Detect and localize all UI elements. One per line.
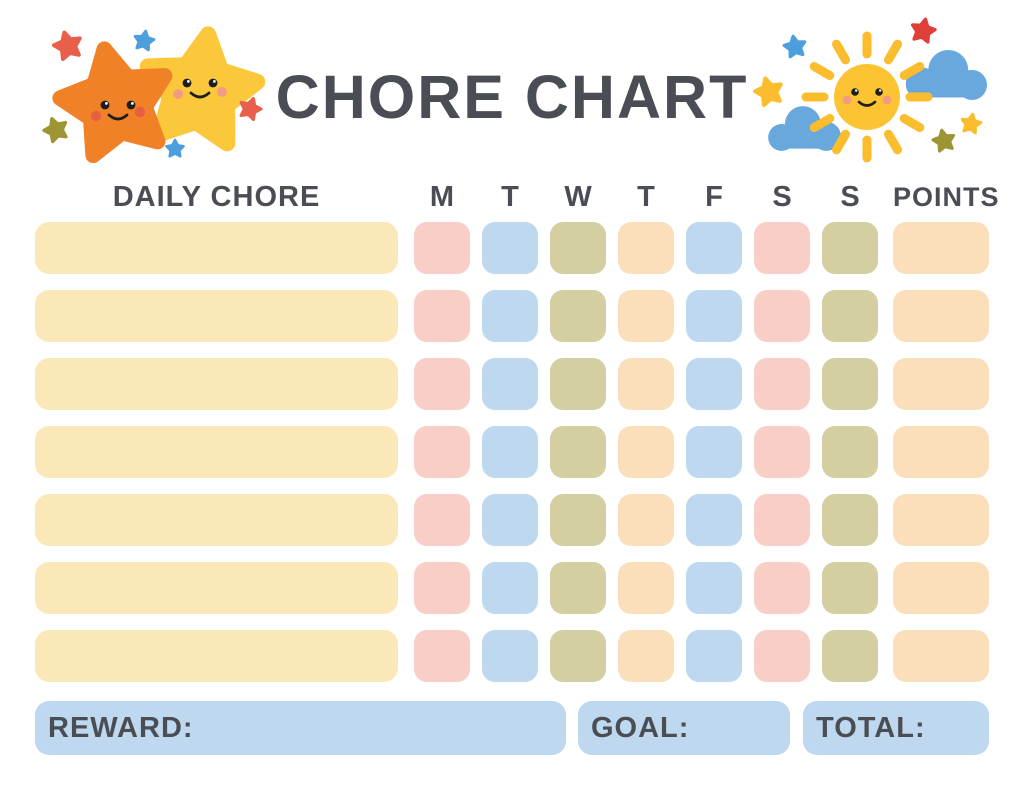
day-cell[interactable] (618, 426, 674, 478)
day-cell[interactable] (618, 290, 674, 342)
day-cell[interactable] (754, 358, 810, 410)
day-cell[interactable] (550, 426, 606, 478)
day-cell[interactable] (550, 222, 606, 274)
day-cell[interactable] (754, 426, 810, 478)
day-cell[interactable] (686, 562, 742, 614)
total-label: TOTAL: (816, 711, 926, 744)
chore-name-field[interactable] (35, 494, 398, 546)
day-cell[interactable] (754, 222, 810, 274)
day-cell[interactable] (414, 630, 470, 682)
day-cell[interactable] (754, 630, 810, 682)
day-cell[interactable] (482, 494, 538, 546)
reward-label: REWARD: (48, 711, 194, 744)
day-cell[interactable] (482, 630, 538, 682)
day-header: S (772, 181, 792, 213)
sun-icon (801, 31, 933, 163)
day-cell[interactable] (550, 358, 606, 410)
day-header: S (840, 181, 860, 213)
day-header: T (637, 181, 655, 213)
total-field[interactable]: TOTAL: (803, 701, 989, 755)
chore-name-field[interactable] (35, 630, 398, 682)
goal-field[interactable]: GOAL: (578, 701, 790, 755)
points-cell[interactable] (893, 630, 989, 682)
day-cell[interactable] (686, 494, 742, 546)
small-star-icon (39, 113, 72, 145)
day-cell[interactable] (550, 494, 606, 546)
small-star-icon (781, 32, 809, 60)
day-cell[interactable] (482, 290, 538, 342)
day-cell[interactable] (686, 630, 742, 682)
chore-name-field[interactable] (35, 562, 398, 614)
small-star-icon (929, 126, 958, 154)
stars-decoration-icon (39, 20, 274, 168)
day-cell[interactable] (414, 494, 470, 546)
goal-label: GOAL: (591, 711, 690, 744)
small-star-icon (750, 73, 787, 109)
day-cell[interactable] (822, 426, 878, 478)
day-header: T (501, 181, 519, 213)
day-cell[interactable] (822, 494, 878, 546)
day-cell[interactable] (414, 426, 470, 478)
day-cell[interactable] (822, 290, 878, 342)
points-cell[interactable] (893, 562, 989, 614)
day-header: F (705, 181, 723, 213)
day-cell[interactable] (550, 290, 606, 342)
day-cell[interactable] (482, 358, 538, 410)
day-cell[interactable] (822, 358, 878, 410)
points-cell[interactable] (893, 290, 989, 342)
points-cell[interactable] (893, 222, 989, 274)
day-cell[interactable] (686, 426, 742, 478)
day-cell[interactable] (414, 562, 470, 614)
orange-star-icon (52, 38, 177, 159)
day-cell[interactable] (618, 222, 674, 274)
day-cell[interactable] (822, 562, 878, 614)
day-cell[interactable] (414, 358, 470, 410)
day-header: W (564, 181, 592, 213)
page-title: CHORE CHART (275, 63, 749, 131)
day-cell[interactable] (482, 562, 538, 614)
small-star-icon (958, 111, 984, 136)
day-cell[interactable] (754, 494, 810, 546)
small-star-icon (49, 27, 86, 63)
points-cell[interactable] (893, 494, 989, 546)
small-star-icon (165, 138, 185, 158)
day-cell[interactable] (822, 630, 878, 682)
day-header: M (429, 181, 455, 213)
points-header: POINTS (893, 182, 1000, 212)
yellow-star-icon (139, 27, 263, 146)
chore-name-field[interactable] (35, 290, 398, 342)
day-cell[interactable] (686, 358, 742, 410)
day-cell[interactable] (754, 290, 810, 342)
points-cell[interactable] (893, 358, 989, 410)
day-cell[interactable] (822, 222, 878, 274)
chore-name-field[interactable] (35, 426, 398, 478)
day-cell[interactable] (414, 290, 470, 342)
day-cell[interactable] (618, 358, 674, 410)
points-cell[interactable] (893, 426, 989, 478)
chore-name-field[interactable] (35, 358, 398, 410)
day-cell[interactable] (618, 562, 674, 614)
day-cell[interactable] (482, 426, 538, 478)
day-cell[interactable] (686, 222, 742, 274)
day-cell[interactable] (550, 562, 606, 614)
day-cell[interactable] (618, 494, 674, 546)
day-cell[interactable] (754, 562, 810, 614)
reward-field[interactable]: REWARD: (35, 701, 566, 755)
day-cell[interactable] (482, 222, 538, 274)
chore-name-field[interactable] (35, 222, 398, 274)
small-star-icon (908, 15, 939, 45)
day-cell[interactable] (618, 630, 674, 682)
small-star-icon (131, 28, 157, 53)
day-cell[interactable] (414, 222, 470, 274)
day-cell[interactable] (686, 290, 742, 342)
daily-chore-header: DAILY CHORE (112, 181, 321, 213)
day-cell[interactable] (550, 630, 606, 682)
sun-clouds-decoration-icon (750, 15, 987, 163)
